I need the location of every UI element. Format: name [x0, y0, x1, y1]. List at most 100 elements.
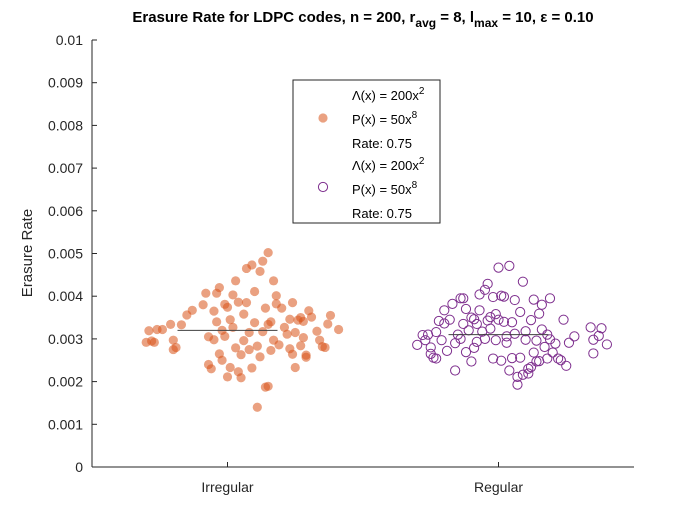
data-point-series-1 — [274, 340, 284, 350]
data-point-series-2 — [487, 291, 499, 303]
data-point-series-1 — [236, 350, 246, 360]
data-point-series-1 — [252, 341, 262, 351]
data-point-series-1 — [266, 317, 276, 327]
data-point-series-1 — [239, 309, 249, 319]
data-point-series-1 — [255, 352, 265, 362]
data-point-series-2 — [504, 260, 515, 271]
data-point-series-2 — [420, 335, 431, 346]
data-point-series-2 — [469, 342, 480, 353]
data-point-series-2 — [444, 314, 455, 325]
data-point-series-2 — [458, 318, 469, 330]
data-point-series-2 — [555, 355, 566, 366]
chart-title-sub-avg: avg — [415, 16, 436, 30]
data-point-series-1 — [236, 373, 246, 383]
data-point-series-1 — [149, 337, 159, 347]
data-point-series-2 — [563, 337, 575, 348]
data-point-series-2 — [474, 289, 485, 300]
data-point-series-1 — [225, 362, 235, 373]
data-point-series-2 — [474, 305, 485, 316]
data-point-series-2 — [585, 322, 596, 333]
y-tick-label: 0.01 — [56, 32, 83, 48]
data-point-series-2 — [515, 306, 526, 318]
data-point-series-2 — [588, 334, 599, 345]
data-point-series-1 — [334, 324, 344, 335]
data-point-series-1 — [157, 324, 168, 335]
data-point-series-2 — [439, 318, 450, 329]
data-point-series-2 — [561, 360, 572, 371]
y-tick-label: 0.006 — [48, 203, 83, 219]
data-point-series-2 — [471, 318, 482, 330]
legend: Λ(x) = 200x2 P(x) = 50x8 Rate: 0.75 Λ(x) = … — [292, 79, 441, 224]
data-point-series-1 — [258, 256, 268, 266]
data-point-series-2 — [450, 365, 461, 376]
y-tick-label: 0 — [75, 459, 83, 475]
data-point-series-2 — [436, 335, 447, 346]
x-tick-label-irregular: Irregular — [201, 479, 253, 495]
data-point-series-2 — [536, 324, 547, 335]
data-point-series-2 — [496, 355, 507, 366]
data-point-series-2 — [517, 276, 528, 287]
data-point-series-2 — [601, 339, 613, 350]
data-point-series-2 — [523, 368, 534, 379]
data-point-series-1 — [239, 336, 249, 346]
data-point-series-1 — [168, 344, 178, 355]
data-point-series-1 — [220, 331, 230, 341]
data-point-series-2 — [588, 348, 599, 359]
y-tick-label: 0.001 — [48, 416, 83, 432]
legend-label-series-2: P(x) = 50x8 — [352, 180, 418, 197]
data-point-series-1 — [201, 288, 211, 298]
data-point-series-1 — [268, 276, 279, 286]
data-point-series-1 — [244, 327, 254, 338]
legend-label-series-1: Λ(x) = 200x2 — [352, 86, 425, 103]
data-point-series-2 — [447, 298, 458, 309]
data-point-series-2 — [512, 371, 523, 383]
legend-label-series-1: Rate: 0.75 — [352, 136, 412, 151]
data-point-series-2 — [542, 353, 553, 364]
y-tick-label: 0.004 — [48, 288, 83, 304]
data-point-series-1 — [263, 381, 273, 391]
data-point-series-1 — [228, 322, 238, 332]
data-point-series-1 — [277, 303, 287, 313]
data-point-series-1 — [258, 327, 268, 337]
data-point-series-2 — [528, 347, 539, 358]
data-point-series-2 — [487, 353, 499, 364]
data-point-series-2 — [501, 337, 512, 348]
data-point-series-2 — [490, 335, 501, 346]
chart-title-suffix: = 10, ε = 0.10 — [498, 9, 594, 26]
data-point-series-1 — [144, 326, 154, 336]
data-point-series-2 — [460, 303, 472, 315]
x-tick-label-regular: Regular — [474, 479, 523, 495]
chart-title-mid: = 8, l — [436, 9, 474, 26]
chart-title-sub-max: max — [474, 16, 498, 30]
data-point-series-2 — [482, 278, 493, 289]
data-point-series-1 — [217, 355, 227, 365]
y-tick-label: 0.005 — [48, 246, 83, 262]
data-point-series-2 — [431, 353, 442, 364]
data-point-series-2 — [498, 291, 510, 302]
data-point-series-1 — [285, 314, 295, 324]
data-point-series-1 — [209, 335, 219, 345]
data-point-series-1 — [263, 248, 273, 258]
data-point-series-2 — [520, 326, 531, 337]
data-point-series-2 — [523, 363, 534, 374]
y-tick-label: 0.007 — [48, 160, 83, 176]
data-point-series-1 — [266, 345, 276, 356]
data-point-series-1 — [296, 341, 306, 351]
data-point-series-1 — [233, 297, 243, 307]
data-point-series-2 — [455, 293, 466, 304]
data-point-series-1 — [250, 286, 260, 297]
data-point-series-1 — [250, 318, 260, 328]
data-point-series-2 — [425, 342, 436, 353]
data-point-series-2 — [433, 315, 444, 327]
data-point-series-2 — [463, 325, 474, 336]
data-point-series-2 — [466, 356, 477, 367]
data-point-series-2 — [553, 353, 564, 364]
data-point-series-2 — [506, 317, 518, 328]
data-point-series-2 — [493, 262, 504, 273]
data-point-series-2 — [525, 361, 537, 373]
y-tick-label: 0.003 — [48, 331, 83, 347]
data-point-series-1 — [255, 266, 265, 277]
data-point-series-2 — [506, 353, 518, 364]
data-point-series-1 — [301, 352, 311, 362]
